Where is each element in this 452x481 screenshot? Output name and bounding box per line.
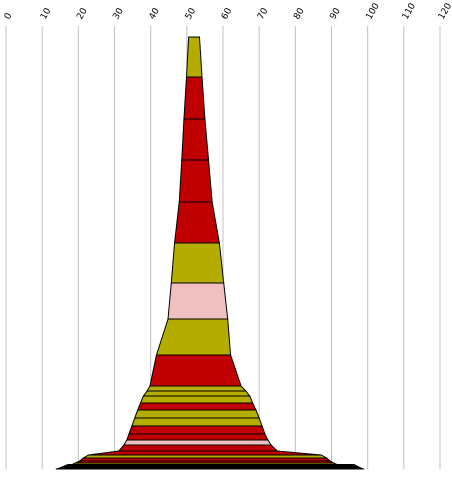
layer-band: [142, 390, 251, 397]
x-tick-label: 40: [148, 6, 163, 21]
x-tick-label: 100: [365, 1, 382, 21]
layer-band: [167, 282, 229, 320]
layer-band: [134, 409, 260, 419]
layer-band: [181, 118, 210, 161]
x-tick-label: 90: [328, 6, 343, 21]
layer-band: [149, 354, 242, 387]
layer-band: [117, 444, 279, 452]
x-tick-label: 0: [3, 11, 15, 21]
x-tick-labels: 0 10 20 30 40 50 60 70 80 90 100 110 120: [3, 1, 452, 21]
x-tick-label: 120: [437, 1, 452, 21]
layer-band: [88, 450, 322, 456]
x-tick-label: 60: [220, 6, 235, 21]
layer-bands: [55, 36, 365, 470]
x-tick-label: 30: [111, 6, 126, 21]
x-tick-label: 110: [401, 1, 418, 21]
layer-band: [155, 318, 232, 356]
x-tick-label: 20: [75, 6, 90, 21]
layer-band: [170, 242, 225, 284]
layer-band: [185, 36, 203, 78]
layer-band: [136, 402, 257, 411]
x-tick-label: 70: [256, 6, 271, 21]
layer-band: [139, 395, 254, 404]
layer-band: [126, 433, 269, 441]
x-tick-label: 80: [292, 6, 307, 21]
base-band: [55, 464, 365, 469]
layer-band: [173, 201, 220, 244]
x-tick-label: 50: [184, 6, 199, 21]
layer-band: [178, 159, 213, 203]
layer-band: [128, 425, 266, 435]
layer-band: [146, 385, 247, 392]
layer-band: [183, 76, 206, 120]
layer-band: [123, 439, 273, 446]
layer-band: [131, 417, 263, 427]
x-tick-label: 10: [39, 6, 54, 21]
